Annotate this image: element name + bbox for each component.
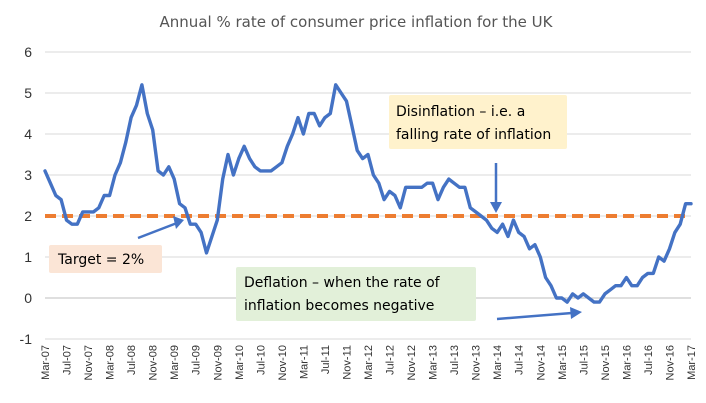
target-arrow	[137, 221, 178, 240]
x-tick-label-8: Nov-09	[212, 345, 224, 380]
x-tick-label-0: Mar-07	[40, 345, 52, 380]
x-tick-label-12: Mar-11	[298, 345, 310, 379]
series-line-cpi	[43, 83, 693, 304]
y-tick-label-2: 1	[24, 249, 32, 265]
deflation-text-2: inflation becomes negative	[244, 298, 434, 314]
annotation-disinflation: Disinflation – i.e. a falling rate of in…	[389, 95, 567, 149]
deflation-arrowhead	[570, 307, 582, 319]
y-tick-label-7: 6	[24, 44, 32, 60]
x-tick-label-9: Mar-10	[234, 345, 246, 380]
x-tick-label-3: Mar-08	[105, 345, 117, 380]
y-tick-label-4: 3	[24, 167, 32, 183]
chart-title: Annual % rate of consumer price inflatio…	[160, 13, 554, 31]
y-tick-label-1: 0	[24, 290, 32, 306]
x-tick-label-2: Nov-07	[83, 345, 95, 380]
x-tick-label-11: Nov-10	[277, 345, 289, 380]
x-tick-label-7: Jul-09	[191, 345, 203, 375]
disinflation-box	[389, 95, 567, 149]
disinflation-arrowhead	[490, 202, 502, 213]
annotation-target: Target = 2%	[49, 245, 162, 273]
x-tick-label-6: Mar-09	[169, 345, 181, 380]
x-tick-label-13: Jul-11	[320, 345, 332, 374]
x-tick-label-5: Nov-08	[148, 345, 160, 380]
deflation-box	[236, 267, 476, 321]
x-tick-label-17: Nov-12	[406, 345, 418, 380]
target-box	[49, 245, 162, 273]
x-tick-label-10: Jul-10	[255, 345, 267, 375]
annotation-deflation: Deflation – when the rate of inflation b…	[236, 267, 476, 321]
x-tick-label-24: Mar-15	[557, 345, 569, 380]
x-tick-label-19: Jul-13	[449, 345, 461, 375]
x-tick-label-28: Jul-16	[643, 345, 655, 375]
x-tick-label-29: Nov-16	[664, 345, 676, 380]
x-tick-label-22: Jul-14	[514, 345, 526, 375]
disinflation-text-1: Disinflation – i.e. a	[396, 104, 525, 120]
annotation-arrows	[137, 163, 582, 321]
x-tick-label-21: Mar-14	[492, 345, 504, 380]
y-tick-label-3: 2	[24, 208, 32, 224]
x-axis-ticks: Mar-07 Jul-07 Nov-07 Mar-08 Jul-08 Nov-08 Mar-…	[40, 345, 698, 380]
x-tick-label-25: Jul-15	[578, 345, 590, 375]
x-tick-label-20: Nov-13	[471, 345, 483, 380]
x-tick-label-15: Mar-12	[363, 345, 375, 380]
x-tick-label-1: Jul-07	[62, 345, 74, 375]
y-tick-label-5: 4	[24, 126, 32, 142]
disinflation-text-2: falling rate of inflation	[396, 127, 551, 143]
y-tick-label-6: 5	[24, 85, 32, 101]
x-tick-label-14: Nov-11	[341, 345, 353, 380]
target-text: Target = 2%	[57, 252, 144, 268]
x-tick-label-18: Mar-13	[428, 345, 440, 380]
y-axis-ticks: -1 0 1 2 3 4 5 6	[20, 44, 33, 347]
target-arrowhead	[173, 216, 184, 229]
y-tick-label-0: -1	[20, 331, 33, 347]
deflation-text-1: Deflation – when the rate of	[244, 275, 441, 291]
x-tick-label-4: Jul-08	[126, 345, 138, 375]
x-tick-label-26: Nov-15	[600, 345, 612, 380]
x-tick-label-30: Mar-17	[686, 345, 698, 380]
deflation-arrow	[496, 311, 573, 321]
x-tick-label-27: Mar-16	[621, 345, 633, 380]
x-tick-label-16: Jul-12	[385, 345, 397, 375]
x-tick-label-23: Nov-14	[535, 345, 547, 380]
